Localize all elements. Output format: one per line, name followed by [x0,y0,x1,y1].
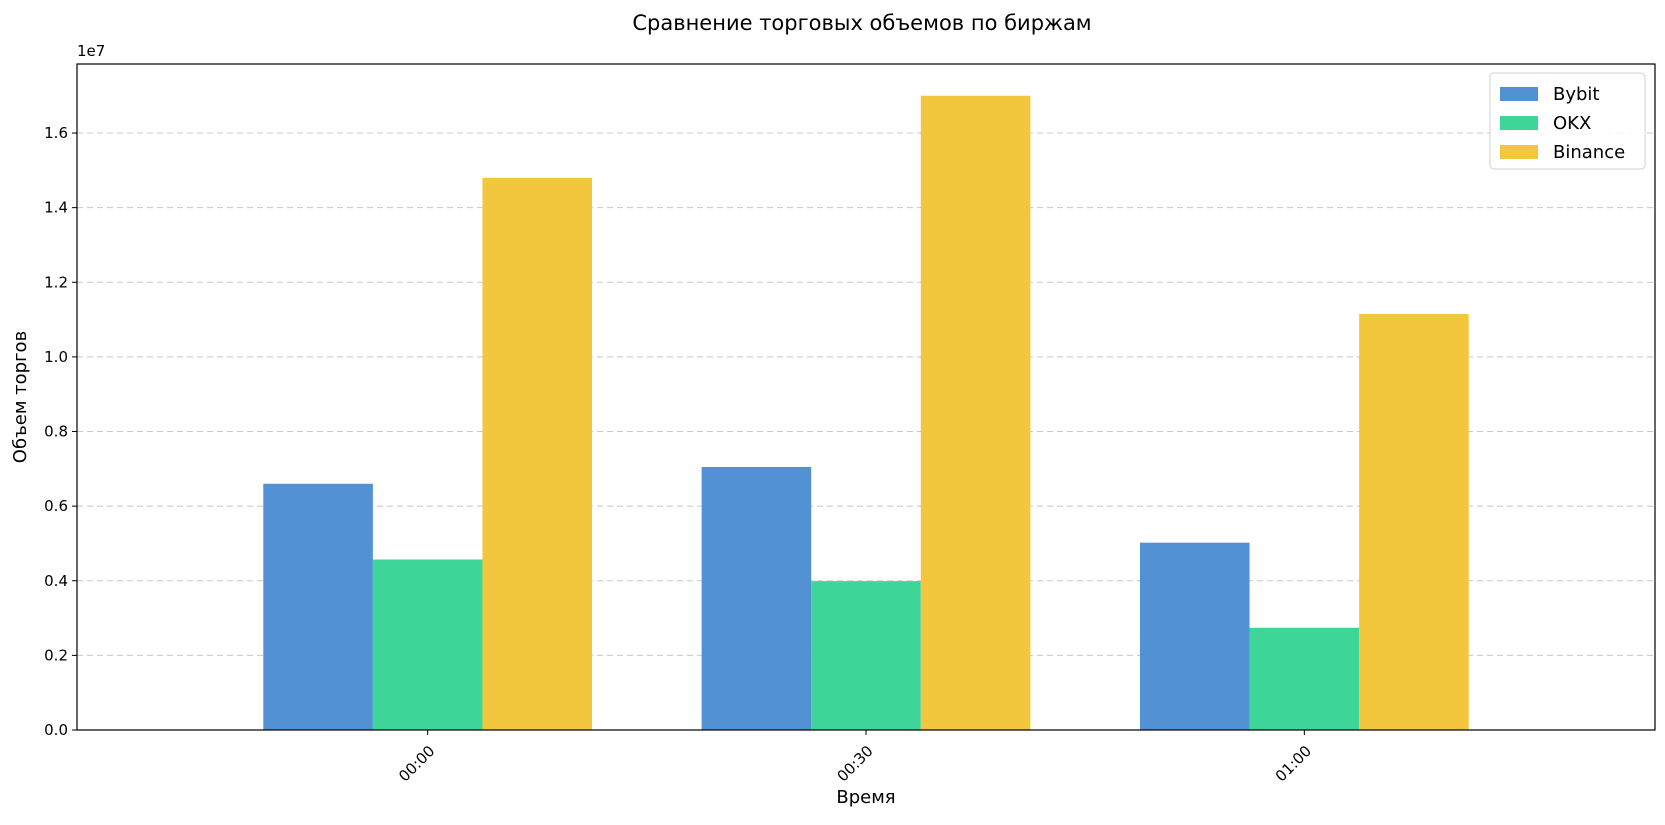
bar-bybit-0 [263,483,373,730]
y-tick-label: 1.4 [44,199,68,217]
bar-binance-1 [920,95,1031,730]
x-tick-label: 00:30 [833,742,876,785]
bar-binance-2 [1359,313,1469,730]
y-tick-label: 1.0 [44,348,68,366]
y-axis-offset-text: 1e7 [77,42,105,60]
y-tick-label: 1.6 [44,124,68,142]
legend-swatch [1500,116,1538,130]
bar-okx-2 [1249,627,1360,730]
legend: Bybit OKX Binance [1489,72,1646,170]
x-axis-label: Время [836,787,895,808]
y-tick-label: 1.2 [44,273,68,291]
bar-binance-0 [482,177,593,730]
legend-label: Binance [1553,142,1625,163]
y-axis-label: Объем торгов [10,331,31,463]
y-tick-label: 0.2 [44,646,68,664]
y-tick-label: 0.6 [44,497,68,515]
legend-label: OKX [1553,113,1591,134]
legend-swatch [1500,145,1538,159]
y-tick-label: 0.8 [44,423,68,441]
legend-label: Bybit [1553,84,1600,105]
bar-okx-1 [811,581,921,730]
chart-title: Сравнение торговых объемов по биржам [632,11,1091,35]
x-axis-ticks: 00:00 00:30 01:00 [395,730,1315,785]
y-axis-ticks: 0.0 0.2 0.4 0.6 0.8 1.0 1.2 1.4 1.6 [44,124,77,739]
legend-swatch [1500,87,1538,101]
x-tick-label: 00:00 [395,742,438,785]
y-tick-label: 0.4 [44,572,68,590]
bar-bybit-1 [701,466,812,730]
bar-okx-0 [372,559,483,730]
y-tick-label: 0.0 [44,721,68,739]
bars [263,95,1469,730]
bar-bybit-2 [1139,542,1250,730]
x-tick-label: 01:00 [1272,742,1315,785]
